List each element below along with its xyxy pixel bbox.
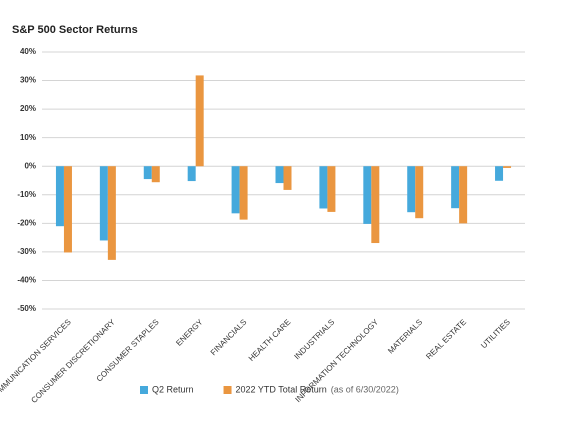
bar	[407, 166, 416, 213]
legend-swatch	[223, 386, 232, 394]
chart-title: S&P 500 Sector Returns	[12, 24, 138, 36]
y-tick-label: -20%	[17, 218, 36, 227]
bar	[187, 166, 196, 182]
bar	[143, 166, 152, 180]
legend-swatch	[140, 386, 148, 394]
bar	[55, 166, 64, 227]
bar	[363, 166, 372, 224]
bar	[371, 166, 380, 244]
bar	[283, 166, 292, 190]
bar	[231, 166, 240, 214]
bar	[195, 75, 204, 167]
x-tick-label: INDUSTRIALS	[293, 318, 337, 362]
x-tick-label: MATERIALS	[386, 318, 424, 356]
bar	[415, 166, 424, 219]
bar	[495, 166, 504, 181]
bar	[503, 166, 512, 168]
x-tick-label: COMMUNICATION SERVICES	[0, 318, 73, 403]
legend-note: (as of 6/30/2022)	[331, 384, 399, 394]
bar	[107, 166, 116, 260]
legend-label: Q2 Return	[152, 384, 194, 394]
y-tick-label: 10%	[20, 133, 36, 142]
bar	[275, 166, 284, 184]
y-tick-label: -30%	[17, 247, 36, 256]
y-tick-label: 0%	[24, 161, 36, 170]
x-tick-label: FINANCIALS	[209, 318, 249, 358]
y-tick-label: 30%	[20, 76, 36, 85]
bar	[99, 166, 108, 241]
x-tick-label: REAL ESTATE	[424, 318, 468, 362]
x-tick-label: CONSUMER DISCRETIONARY	[29, 317, 117, 405]
y-tick-label: -10%	[17, 190, 36, 199]
bar	[319, 166, 328, 209]
y-tick-label: 40%	[20, 47, 36, 56]
x-tick-label: HEALTH CARE	[247, 318, 293, 364]
y-tick-label: -50%	[17, 304, 36, 313]
y-tick-label: -40%	[17, 276, 36, 285]
y-tick-label: 20%	[20, 104, 36, 113]
bar	[451, 166, 460, 209]
bar	[63, 166, 72, 253]
legend-label: 2022 YTD Total Return	[236, 384, 327, 394]
x-tick-label: UTILITIES	[479, 318, 512, 351]
x-tick-label: ENERGY	[174, 317, 205, 348]
bar	[151, 166, 160, 183]
bar	[459, 166, 468, 224]
bar	[239, 166, 248, 220]
bar	[327, 166, 336, 212]
